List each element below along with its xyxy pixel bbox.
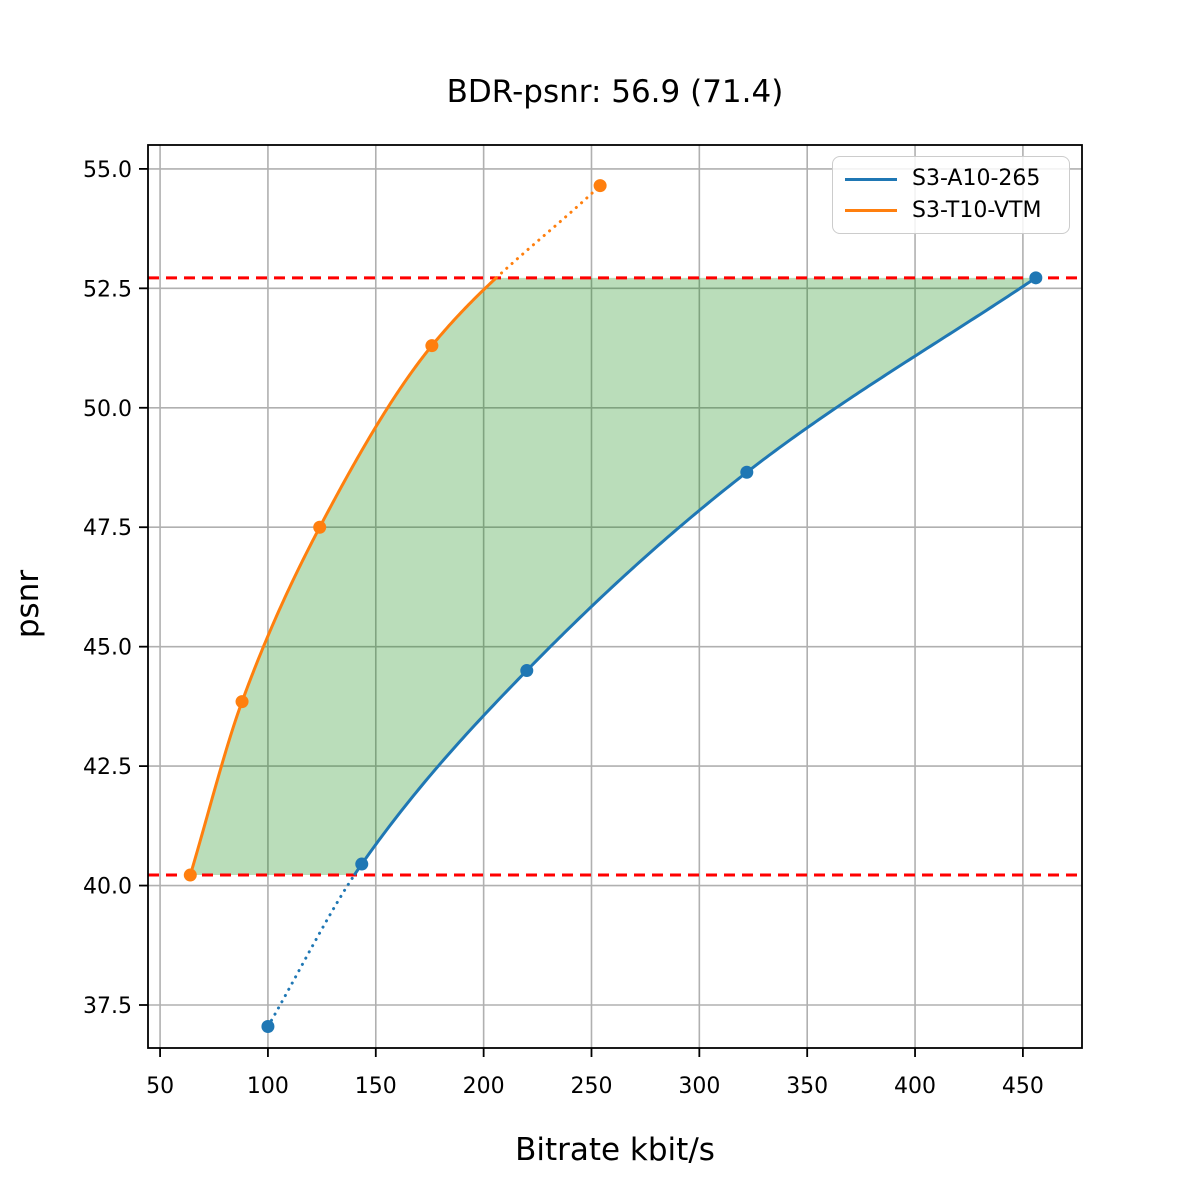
- data-point-s3-t10-vtm: [425, 339, 439, 353]
- y-tick-label: 40.0: [83, 875, 132, 900]
- legend-line-swatch: [845, 209, 897, 213]
- series-line-s3-a10-265: [353, 276, 1037, 876]
- y-tick-label: 52.5: [83, 277, 132, 302]
- legend-entry: S3-T10-VTM: [845, 198, 1057, 224]
- bd-shaded-region: [190, 277, 1036, 876]
- x-tick-label: 150: [355, 1074, 397, 1099]
- legend-label: S3-T10-VTM: [912, 197, 1042, 223]
- x-tick-label: 450: [1002, 1074, 1044, 1099]
- y-tick-label: 50.0: [83, 397, 132, 422]
- y-tick-label: 47.5: [83, 516, 132, 541]
- data-point-s3-a10-265: [740, 465, 754, 479]
- axes-frame: [147, 144, 1083, 1049]
- data-point-s3-a10-265: [1029, 271, 1043, 285]
- legend-entry: S3-A10-265: [845, 166, 1057, 192]
- data-point-s3-t10-vtm: [313, 520, 327, 534]
- x-tick-label: 300: [678, 1074, 720, 1099]
- x-tick-label: 350: [786, 1074, 828, 1099]
- series-dotted-segment-s3-a10-265: [266, 873, 356, 1028]
- data-point-s3-a10-265: [520, 664, 534, 678]
- legend: S3-A10-265 S3-T10-VTM: [832, 156, 1070, 234]
- y-tick-label: 55.0: [83, 158, 132, 183]
- y-axis-label: psnr: [10, 569, 46, 639]
- y-tick-label: 37.5: [83, 994, 132, 1019]
- x-tick-label: 100: [247, 1074, 289, 1099]
- x-tick-label: 200: [463, 1074, 505, 1099]
- x-tick-label: 50: [146, 1074, 174, 1099]
- legend-line-swatch: [845, 177, 897, 181]
- legend-label: S3-A10-265: [912, 166, 1041, 192]
- y-tick-label: 42.5: [83, 755, 132, 780]
- y-tick-label: 45.0: [83, 636, 132, 661]
- data-point-s3-t10-vtm: [235, 695, 249, 709]
- x-tick-label: 250: [570, 1074, 612, 1099]
- data-point-s3-t10-vtm: [183, 868, 197, 882]
- chart-title: BDR-psnr: 56.9 (71.4): [446, 74, 784, 110]
- data-point-s3-a10-265: [355, 857, 369, 871]
- series-dotted-segment-s3-t10-vtm: [494, 184, 602, 280]
- data-point-s3-t10-vtm: [593, 179, 607, 193]
- data-point-s3-a10-265: [261, 1020, 275, 1033]
- x-tick-label: 400: [894, 1074, 936, 1099]
- x-axis-label: Bitrate kbit/s: [515, 1132, 715, 1168]
